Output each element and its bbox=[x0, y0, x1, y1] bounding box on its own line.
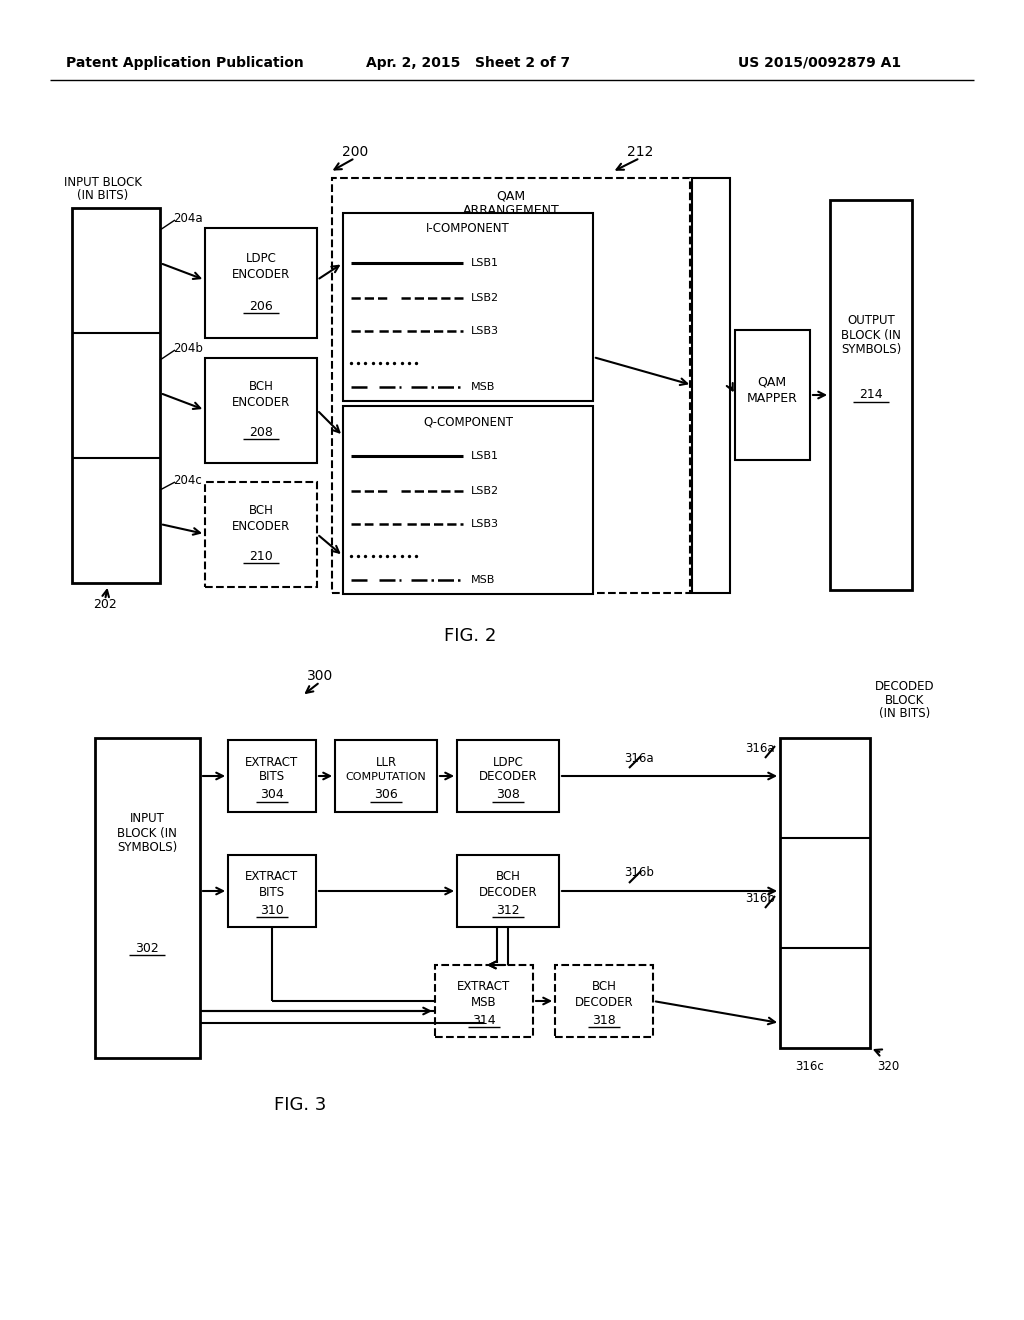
Text: Patent Application Publication: Patent Application Publication bbox=[67, 55, 304, 70]
Text: 214: 214 bbox=[859, 388, 883, 401]
Bar bbox=[228, 741, 316, 812]
Text: I-COMPONENT: I-COMPONENT bbox=[426, 223, 510, 235]
Text: 312: 312 bbox=[497, 903, 520, 916]
Text: ARRANGEMENT: ARRANGEMENT bbox=[463, 205, 559, 218]
Bar bbox=[435, 965, 534, 1038]
Text: 316a: 316a bbox=[745, 742, 775, 755]
Bar bbox=[72, 209, 160, 583]
Text: 206: 206 bbox=[249, 300, 272, 313]
Text: 316b: 316b bbox=[624, 866, 654, 879]
Text: EXTRACT: EXTRACT bbox=[246, 870, 299, 883]
Text: BCH: BCH bbox=[249, 380, 273, 392]
Text: DECODED: DECODED bbox=[876, 680, 935, 693]
Text: 212: 212 bbox=[627, 145, 653, 158]
Text: 316b: 316b bbox=[745, 891, 775, 904]
Text: FIG. 2: FIG. 2 bbox=[443, 627, 497, 645]
Text: OUTPUT: OUTPUT bbox=[847, 314, 895, 326]
Text: LDPC: LDPC bbox=[246, 252, 276, 264]
Text: BLOCK (IN: BLOCK (IN bbox=[117, 826, 177, 840]
Text: Apr. 2, 2015   Sheet 2 of 7: Apr. 2, 2015 Sheet 2 of 7 bbox=[366, 55, 570, 70]
Text: QAM: QAM bbox=[497, 190, 525, 202]
Text: 204b: 204b bbox=[173, 342, 203, 355]
Text: 304: 304 bbox=[260, 788, 284, 801]
Text: 314: 314 bbox=[472, 1014, 496, 1027]
Text: SYMBOLS): SYMBOLS) bbox=[841, 343, 901, 356]
Text: LSB2: LSB2 bbox=[471, 486, 499, 496]
Text: DECODER: DECODER bbox=[574, 995, 633, 1008]
Text: 310: 310 bbox=[260, 903, 284, 916]
Text: SYMBOLS): SYMBOLS) bbox=[117, 842, 177, 854]
Text: Q-COMPONENT: Q-COMPONENT bbox=[423, 416, 513, 429]
Bar bbox=[205, 358, 317, 463]
Text: 202: 202 bbox=[93, 598, 117, 611]
Text: 316a: 316a bbox=[625, 751, 653, 764]
Bar bbox=[228, 855, 316, 927]
Text: 300: 300 bbox=[307, 669, 333, 682]
Bar bbox=[335, 741, 437, 812]
Text: LSB1: LSB1 bbox=[471, 451, 499, 461]
Text: DECODER: DECODER bbox=[478, 886, 538, 899]
Bar bbox=[555, 965, 653, 1038]
Bar bbox=[332, 178, 690, 593]
Bar bbox=[205, 228, 317, 338]
Text: LSB3: LSB3 bbox=[471, 326, 499, 337]
Text: ENCODER: ENCODER bbox=[231, 396, 290, 409]
Text: 204c: 204c bbox=[173, 474, 202, 487]
Bar bbox=[457, 855, 559, 927]
Text: 306: 306 bbox=[374, 788, 398, 801]
Text: MSB: MSB bbox=[471, 381, 496, 392]
Text: COMPUTATION: COMPUTATION bbox=[346, 772, 426, 781]
Text: LSB1: LSB1 bbox=[471, 257, 499, 268]
Bar bbox=[692, 178, 730, 593]
Text: FIG. 3: FIG. 3 bbox=[273, 1096, 327, 1114]
Text: 316c: 316c bbox=[795, 1060, 823, 1072]
Text: 200: 200 bbox=[342, 145, 368, 158]
Text: EXTRACT: EXTRACT bbox=[458, 981, 511, 994]
Text: (IN BITS): (IN BITS) bbox=[880, 708, 931, 721]
Text: INPUT BLOCK: INPUT BLOCK bbox=[63, 177, 142, 190]
Text: ENCODER: ENCODER bbox=[231, 268, 290, 281]
Bar bbox=[830, 201, 912, 590]
Text: 210: 210 bbox=[249, 549, 272, 562]
Text: LSB3: LSB3 bbox=[471, 519, 499, 529]
Text: 308: 308 bbox=[496, 788, 520, 801]
Bar bbox=[343, 407, 593, 594]
Text: INPUT: INPUT bbox=[130, 812, 165, 825]
Text: LLR: LLR bbox=[376, 755, 396, 768]
Bar bbox=[780, 738, 870, 1048]
Text: US 2015/0092879 A1: US 2015/0092879 A1 bbox=[738, 55, 901, 70]
Bar bbox=[205, 482, 317, 587]
Text: BCH: BCH bbox=[496, 870, 520, 883]
Text: BCH: BCH bbox=[249, 503, 273, 516]
Text: 318: 318 bbox=[592, 1014, 615, 1027]
Text: ENCODER: ENCODER bbox=[231, 520, 290, 533]
Text: (IN BITS): (IN BITS) bbox=[78, 190, 129, 202]
Text: 204a: 204a bbox=[173, 211, 203, 224]
Bar bbox=[343, 213, 593, 401]
Text: LDPC: LDPC bbox=[493, 755, 523, 768]
Text: BCH: BCH bbox=[592, 981, 616, 994]
Text: QAM: QAM bbox=[758, 375, 786, 388]
Text: BITS: BITS bbox=[259, 886, 285, 899]
Text: EXTRACT: EXTRACT bbox=[246, 755, 299, 768]
Text: MSB: MSB bbox=[471, 995, 497, 1008]
Text: BITS: BITS bbox=[259, 771, 285, 784]
Text: BLOCK: BLOCK bbox=[886, 693, 925, 706]
Text: DECODER: DECODER bbox=[478, 771, 538, 784]
Bar bbox=[735, 330, 810, 459]
Bar bbox=[95, 738, 200, 1059]
Text: LSB2: LSB2 bbox=[471, 293, 499, 304]
Bar bbox=[457, 741, 559, 812]
Text: 208: 208 bbox=[249, 425, 273, 438]
Text: BLOCK (IN: BLOCK (IN bbox=[841, 329, 901, 342]
Text: MSB: MSB bbox=[471, 576, 496, 585]
Text: 320: 320 bbox=[877, 1060, 899, 1072]
Text: 302: 302 bbox=[135, 941, 159, 954]
Text: MAPPER: MAPPER bbox=[746, 392, 798, 404]
